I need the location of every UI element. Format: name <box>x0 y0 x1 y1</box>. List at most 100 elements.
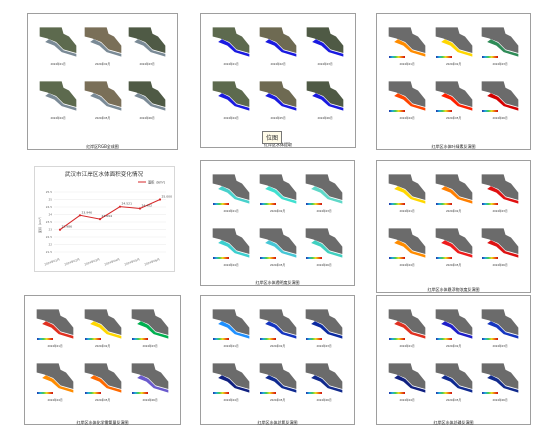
map-tile[interactable]: 2024年02月 <box>256 24 300 66</box>
map-image <box>481 363 519 393</box>
land-area <box>84 309 121 335</box>
water-area-chart[interactable]: 武汉市江岸区水体面积变化情况 面积（km²） 21.5 22 22.5 23 23.5 2… <box>34 166 175 272</box>
map-image <box>212 363 250 393</box>
map-tile[interactable]: 2024年06月 <box>125 78 169 120</box>
map-tile[interactable]: 2024年02月 <box>256 306 300 348</box>
panel-chlorophyll[interactable]: 红岸区水体叶绿素反演图 2024年01月 2024年02月 2024年03月 2024… <box>376 13 531 150</box>
map-tile[interactable]: 2024年06月 <box>478 78 522 120</box>
map-tile[interactable]: 2024年01月 <box>385 306 429 348</box>
color-scale-legend <box>389 338 405 340</box>
map-tile[interactable]: 2024年05月 <box>256 360 300 402</box>
color-scale-legend <box>213 203 229 205</box>
panel-total-phosphorus[interactable]: 红岸区水体总磷反演图 2024年01月 2024年02月 2024年03月 2024年… <box>376 295 531 425</box>
map-tile[interactable]: 2024年04月 <box>209 225 253 267</box>
tile-date-label: 2024年01月 <box>399 210 415 213</box>
map-tile[interactable]: 2024年01月 <box>385 171 429 213</box>
map-tile[interactable]: 2024年04月 <box>385 78 429 120</box>
map-tile[interactable]: 2024年01月 <box>36 24 80 66</box>
tile-date-label: 2024年01月 <box>47 345 63 348</box>
map-tile[interactable]: 2024年05月 <box>432 360 476 402</box>
map-tile[interactable]: 2024年04月 <box>385 225 429 267</box>
map-tile[interactable]: 2024年06月 <box>478 360 522 402</box>
map-image <box>84 309 121 339</box>
color-scale-legend <box>435 203 452 205</box>
map-tile[interactable]: 2024年03月 <box>478 24 522 66</box>
map-tile[interactable]: 2024年02月 <box>432 171 476 213</box>
panel-transparency[interactable]: 红岸区水体透明度反演图 2024年01月 2024年02月 2024年03月 2024… <box>200 160 355 286</box>
map-tile[interactable]: 2024年03月 <box>478 306 522 348</box>
map-tile[interactable]: 2024年05月 <box>256 225 300 267</box>
land-area <box>259 363 296 389</box>
map-tile[interactable]: 2024年06月 <box>478 225 522 267</box>
y-tick-label: 24.5 <box>46 205 52 209</box>
map-tile[interactable]: 2024年03月 <box>302 171 346 213</box>
map-tile[interactable]: 2024年02月 <box>432 24 476 66</box>
tile-date-label: 2024年06月 <box>492 264 508 267</box>
chart-xticks: 2024年01月 2024年02月 2024年03月 2024年04月 2024年05月… <box>44 257 161 266</box>
map-tile[interactable]: 2024年04月 <box>36 78 80 120</box>
map-tile[interactable]: 2024年06月 <box>302 225 346 267</box>
x-tick-label: 2024年03月 <box>84 257 101 266</box>
map-tile[interactable]: 2024年01月 <box>33 306 77 348</box>
tile-date-label: 2024年06月 <box>492 117 508 120</box>
tile-date-label: 2024年05月 <box>269 264 286 267</box>
map-image <box>481 309 519 339</box>
land-area <box>36 363 74 389</box>
panel-caption: 红岸区水体化学需氧量反演图 <box>76 420 129 425</box>
map-tile[interactable]: 2024年05月 <box>432 225 476 267</box>
land-area <box>388 363 426 389</box>
panel-total-nitrogen[interactable]: 红岸区水体总氮反演图 2024年01月 2024年02月 2024年03月 2024年… <box>200 295 355 425</box>
panel-water[interactable]: 红岸区水体提取 2024年01月 2024年02月 2024年03月 2024年04月… <box>200 13 356 148</box>
water-area <box>218 321 250 339</box>
land-area <box>435 363 472 389</box>
map-image <box>388 363 426 393</box>
map-tile[interactable]: 2024年01月 <box>385 24 429 66</box>
map-tile[interactable]: 2024年01月 <box>209 171 253 213</box>
land-area <box>131 309 169 335</box>
water-area <box>440 39 472 57</box>
tile-date-label: 2024年05月 <box>94 117 111 120</box>
tile-date-label: 2024年06月 <box>316 399 332 402</box>
map-tile[interactable]: 2024年03月 <box>128 306 172 348</box>
land-area <box>259 309 296 335</box>
tile-date-label: 2024年02月 <box>94 345 111 348</box>
tile-date-label: 2024年04月 <box>50 117 66 120</box>
map-tile[interactable]: 2024年06月 <box>303 78 347 120</box>
tile-date-label: 2024年03月 <box>492 63 508 66</box>
panel-cod[interactable]: 红岸区水体化学需氧量反演图 2024年01月 2024年02月 2024年03月 20… <box>24 295 181 425</box>
tile-date-label: 2024年04月 <box>47 399 63 402</box>
map-tile[interactable]: 2024年06月 <box>128 360 172 402</box>
panel-caption: 红岸区水体叶绿素反演图 <box>431 144 476 149</box>
map-tile[interactable]: 2024年02月 <box>81 24 125 66</box>
map-tile[interactable]: 2024年06月 <box>302 360 346 402</box>
map-tile[interactable]: 2024年03月 <box>302 306 346 348</box>
map-tile[interactable]: 2024年04月 <box>385 360 429 402</box>
map-tile[interactable]: 2024年03月 <box>125 24 169 66</box>
tile-date-label: 2024年02月 <box>445 63 462 66</box>
tile-date-label: 2024年04月 <box>223 399 239 402</box>
map-tile[interactable]: 2024年02月 <box>256 171 300 213</box>
panel-rgb[interactable]: 红岸区RGB全成图 2024年01月 2024年02月 2024年03月 2024年0… <box>27 13 178 150</box>
map-tile[interactable]: 2024年04月 <box>33 360 77 402</box>
map-tile[interactable]: 2024年05月 <box>432 78 476 120</box>
map-tile[interactable]: 2024年05月 <box>256 78 300 120</box>
tile-date-label: 2024年06月 <box>492 399 508 402</box>
map-tile[interactable]: 2024年05月 <box>81 360 125 402</box>
map-tile[interactable]: 2024年03月 <box>303 24 347 66</box>
map-tile[interactable]: 2024年04月 <box>209 78 253 120</box>
land-area <box>259 174 296 200</box>
map-tile[interactable]: 2024年01月 <box>209 306 253 348</box>
map-tile[interactable]: 2024年02月 <box>81 306 125 348</box>
map-image <box>212 174 250 204</box>
map-tile[interactable]: 2024年02月 <box>432 306 476 348</box>
color-scale-legend <box>482 203 498 205</box>
map-tile[interactable]: 2024年03月 <box>478 171 522 213</box>
water-area <box>218 240 250 258</box>
panel-suspended-solids[interactable]: 红岸区水体悬浮物浓度反演图 2024年01月 2024年02月 2024年03月 20… <box>376 160 531 293</box>
map-tile[interactable]: 2024年04月 <box>209 360 253 402</box>
map-tile[interactable]: 2024年01月 <box>209 24 253 66</box>
tile-date-label: 2024年01月 <box>399 345 415 348</box>
data-point <box>158 198 162 201</box>
map-tile[interactable]: 2024年05月 <box>81 78 125 120</box>
land-area <box>481 174 519 200</box>
